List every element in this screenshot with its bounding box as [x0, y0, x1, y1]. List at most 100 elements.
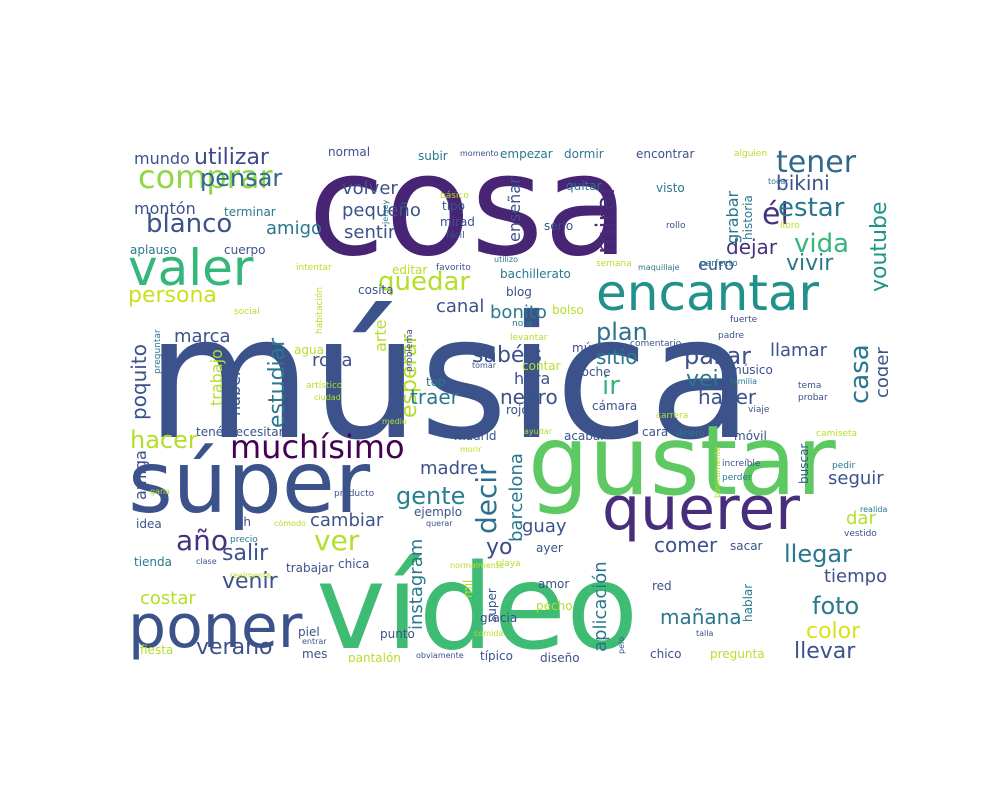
cloud-word: traer — [410, 385, 460, 409]
cloud-word: vivir — [786, 251, 834, 276]
cloud-word: normalmente — [450, 561, 504, 570]
cloud-word: esperar — [397, 333, 422, 418]
cloud-word: pantalón — [348, 651, 401, 662]
cloud-word: libro — [780, 221, 800, 231]
cloud-word: camiseta — [816, 429, 857, 439]
cloud-word: ver — [314, 524, 360, 557]
word-cloud: música cosa vídeo gustar súper poner querer enc… — [126, 142, 888, 662]
cloud-word: sentir — [344, 222, 396, 243]
cloud-word: utilizar — [194, 145, 270, 170]
cloud-word: haber — [698, 385, 757, 409]
cloud-word: dejar — [726, 235, 778, 259]
cloud-word: increíble — [722, 459, 761, 469]
cloud-word: madre — [420, 458, 478, 479]
cloud-word: historia — [741, 195, 755, 240]
cloud-word: artístico — [306, 381, 343, 391]
cloud-word: perfecto — [700, 259, 738, 269]
cloud-word: negro — [500, 385, 558, 409]
cloud-word: gana — [150, 487, 170, 496]
cloud-word: marca — [174, 326, 231, 347]
cloud-word: costar — [140, 588, 196, 609]
cloud-word: valer — [128, 239, 254, 297]
cloud-word: ah — [236, 515, 251, 529]
cloud-word: carrera — [656, 411, 688, 421]
cloud-word: fuerte — [730, 315, 758, 325]
cloud-word: terminar — [224, 205, 276, 219]
cloud-word: bikini — [776, 171, 830, 195]
cloud-word: bonito — [490, 302, 547, 323]
cloud-word: hora — [514, 369, 550, 388]
cloud-word: comer — [654, 533, 718, 557]
cloud-word: cara — [642, 425, 668, 439]
cloud-word: pequeño — [342, 200, 421, 221]
cloud-word: pecho — [536, 599, 573, 613]
cloud-word: serio — [544, 219, 573, 233]
cloud-word: dormir — [564, 147, 604, 161]
cloud-word: euro — [698, 255, 734, 274]
cloud-word: muchísimo — [230, 428, 405, 466]
cloud-word: subir — [418, 149, 448, 163]
cloud-word: cuerpo — [224, 243, 265, 257]
cloud-word: venir — [222, 569, 279, 594]
cloud-word: piel — [298, 625, 320, 639]
cloud-word: fácil — [446, 231, 465, 241]
cloud-word: encantar — [596, 264, 820, 322]
cloud-word: buscar — [797, 444, 811, 484]
cloud-word: rollo — [666, 221, 686, 231]
cloud-word: perder — [722, 473, 752, 483]
cloud-word: ropa — [312, 350, 352, 371]
cloud-word: tomar — [472, 361, 497, 370]
cloud-word: trabajar — [286, 561, 334, 575]
cloud-word: año — [176, 524, 228, 557]
cloud-word: comprar — [138, 158, 273, 196]
cloud-word: canal — [436, 296, 484, 317]
cloud-word: alguien — [734, 149, 767, 159]
cloud-word: normal — [328, 145, 370, 159]
cloud-word: nota — [512, 319, 532, 329]
cloud-word: entrar — [302, 637, 327, 646]
cloud-word: realidad — [860, 505, 888, 514]
cloud-word: mirad — [440, 215, 475, 229]
cloud-word: semana — [596, 259, 632, 269]
cloud-word: seguir — [828, 468, 884, 489]
cloud-word: músicar — [572, 341, 620, 355]
cloud-word: enseñar — [505, 177, 524, 242]
cloud-word: precio — [230, 535, 258, 545]
cloud-word: casa — [845, 344, 875, 404]
cloud-word: visto — [656, 181, 685, 195]
cloud-word: cómodo — [274, 518, 306, 528]
cloud-word: empezar — [500, 147, 553, 161]
cloud-word: playa — [496, 559, 521, 569]
cloud-word: mañana — [660, 605, 742, 629]
cloud-word: medio — [382, 417, 407, 426]
cloud-word: gente — [396, 482, 465, 510]
cloud-word: tener — [776, 145, 857, 180]
cloud-word: azul — [458, 347, 476, 357]
cloud-word: cámara — [592, 399, 637, 413]
cloud-word: mes — [302, 647, 327, 661]
cloud-word: decir — [470, 464, 503, 534]
cloud-word: sacar — [730, 539, 763, 553]
cloud-word: volver — [342, 178, 398, 199]
cloud-word: fiesta — [140, 643, 173, 657]
cloud-word: diseño — [540, 651, 580, 662]
cloud-word: músico — [730, 363, 773, 377]
cloud-word: maquillaje — [638, 263, 680, 272]
cloud-word: yo — [486, 535, 512, 560]
cloud-word: llegar — [784, 540, 852, 568]
cloud-word: tema — [798, 381, 821, 391]
cloud-word: hablar — [741, 584, 755, 622]
cloud-word: llamar — [770, 340, 828, 361]
cloud-word: foto — [812, 592, 859, 620]
cloud-word: aplicación — [590, 561, 611, 652]
cloud-word: youtube — [867, 202, 888, 293]
cloud-word: dinero — [676, 429, 705, 439]
cloud-word: guay — [522, 516, 567, 537]
cloud-word: vei — [686, 367, 719, 392]
cloud-word: blog — [506, 285, 532, 299]
cloud-word: plan — [596, 318, 648, 346]
cloud-word: contar — [522, 359, 561, 373]
cloud-word: producto — [334, 489, 375, 499]
cloud-word: dar — [846, 508, 876, 529]
